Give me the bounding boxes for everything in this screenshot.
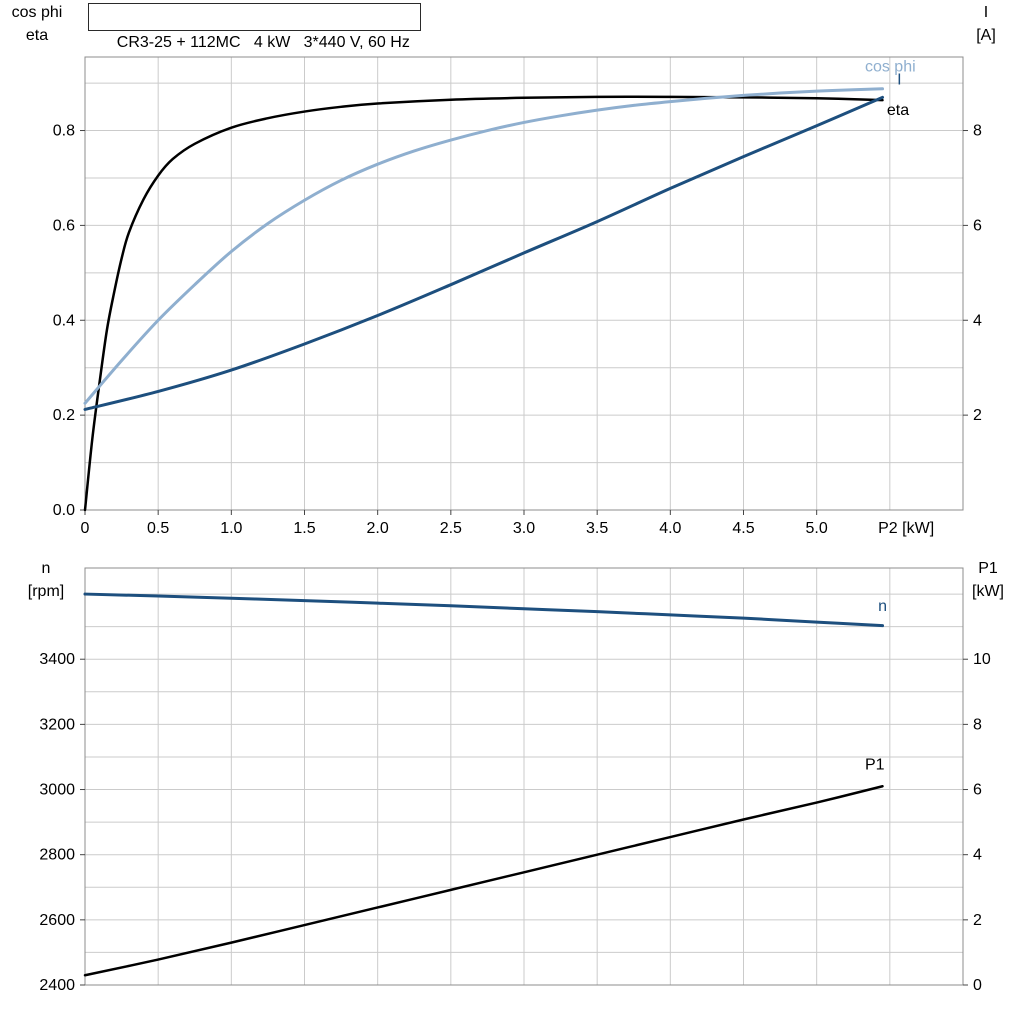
curve-label-n: n [878, 598, 887, 615]
top-left-axis-title-eta: eta [25, 27, 49, 44]
curve-label-p1: P1 [865, 756, 885, 773]
top-right-axis-unit-amps: [A] [976, 27, 996, 44]
tick-marks-chart1 [80, 130, 968, 515]
chart-title-box: CR3-25 + 112MC 4 kW 3*440 V, 60 Hz [88, 3, 421, 51]
x-tick-label: 3.0 [513, 520, 535, 537]
x-tick-label: 4.5 [732, 520, 754, 537]
top-left-axis-title-cosphi: cos phi [11, 4, 63, 21]
curve-label-i: I [897, 72, 901, 89]
bottom-right-axis-title-p1: P1 [978, 560, 998, 577]
curve-label-eta: eta [887, 102, 909, 119]
curve-eta [83, 95, 884, 512]
y-right-tick-label: 10 [973, 651, 991, 668]
y-left-tick-label: 0.4 [53, 312, 75, 329]
y-left-tick-label: 0.8 [53, 123, 75, 140]
x-tick-label: 5.0 [806, 520, 828, 537]
y-left-tick-label: 0.0 [53, 502, 75, 519]
bottom-right-axis-unit-kw: [kW] [972, 583, 1004, 600]
y-left-tick-label: 3400 [39, 651, 75, 668]
y-left-tick-label: 0.2 [53, 407, 75, 424]
x-tick-label: 1.0 [220, 520, 242, 537]
x-tick-label: 2.5 [440, 520, 462, 537]
top-right-axis-title-current: I [983, 4, 989, 21]
y-right-tick-label: 4 [973, 847, 982, 864]
x-axis-label: P2 [kW] [878, 520, 934, 537]
y-left-tick-label: 3200 [39, 716, 75, 733]
curve-i [83, 95, 885, 411]
y-right-tick-label: 8 [973, 123, 982, 140]
y-right-tick-label: 2 [973, 912, 982, 929]
gridlines-chart2 [85, 568, 963, 985]
plot-border-chart2 [84, 567, 964, 986]
y-right-tick-label: 2 [973, 407, 982, 424]
tick-marks-chart2 [80, 658, 968, 986]
chart-title: CR3-25 + 112MC 4 kW 3*440 V, 60 Hz [116, 34, 410, 51]
bottom-left-axis-title-speed: n [41, 560, 51, 577]
y-right-tick-label: 6 [973, 217, 982, 234]
y-left-tick-label: 2400 [39, 977, 75, 994]
x-tick-label: 0.5 [147, 520, 169, 537]
y-right-tick-label: 4 [973, 312, 982, 329]
tick-labels-chart2: 2400 2600 2800 3000 3200 3400 0 2 4 6 8 10 [39, 651, 990, 994]
x-tick-label: 2.0 [367, 520, 389, 537]
y-right-tick-label: 6 [973, 782, 982, 799]
tick-labels-chart1: 0 0.5 1.0 1.5 2.0 2.5 3.0 3.5 4.0 4.5 5.0 P2 [kW] 0.… [53, 123, 982, 537]
x-tick-label: 0 [81, 520, 90, 537]
x-tick-label: 1.5 [293, 520, 315, 537]
y-right-tick-label: 0 [973, 977, 982, 994]
curve-label-cos-phi: cos phi [865, 59, 916, 76]
y-left-tick-label: 2800 [39, 847, 75, 864]
x-tick-label: 3.5 [586, 520, 608, 537]
y-left-tick-label: 2600 [39, 912, 75, 929]
curve-p1 [83, 785, 884, 977]
bottom-left-axis-unit-rpm: [rpm] [27, 583, 65, 600]
y-right-tick-label: 8 [973, 716, 982, 733]
curve-n [83, 592, 885, 628]
x-tick-label: 4.0 [659, 520, 681, 537]
gridlines-chart1 [85, 57, 963, 510]
y-left-tick-label: 0.6 [53, 217, 75, 234]
curve-cos-phi [83, 87, 885, 405]
y-left-tick-label: 3000 [39, 782, 75, 799]
